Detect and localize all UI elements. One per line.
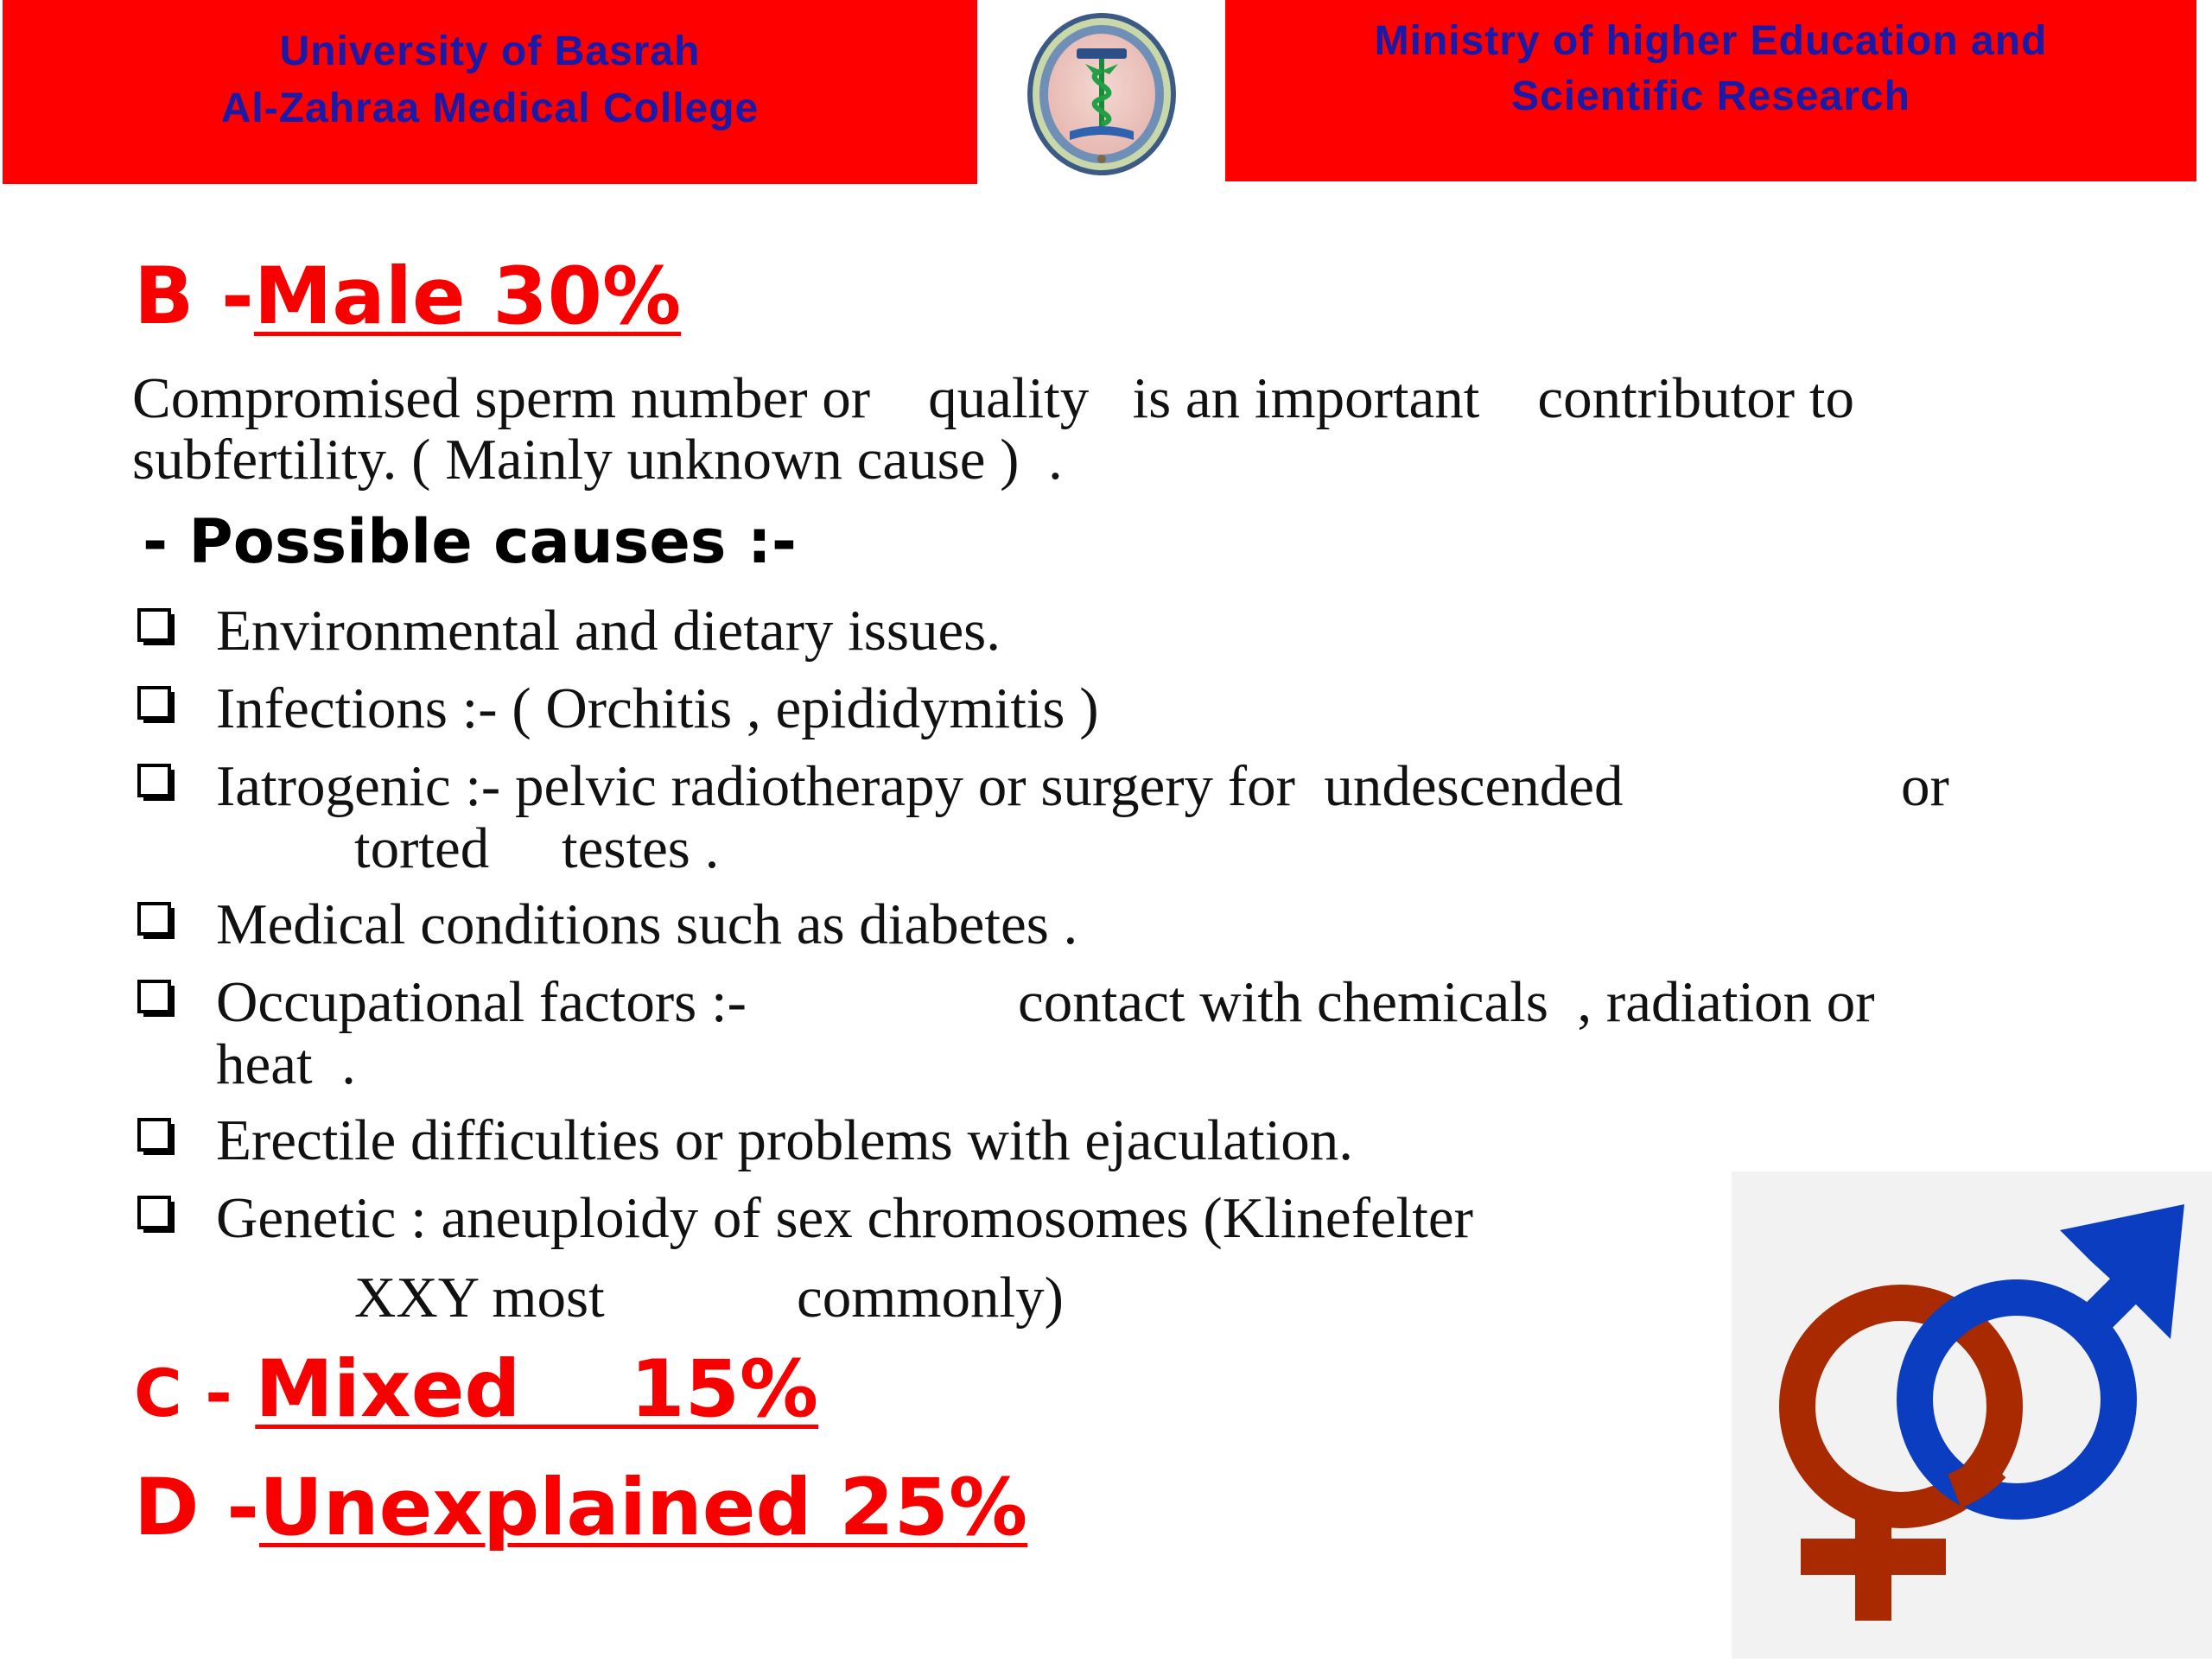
bullet-iatrogenic-cont: torted testes .	[354, 816, 720, 880]
section-b-prefix: B -	[134, 251, 254, 342]
header-banner-left: University of Basrah Al-Zahraa Medical C…	[3, 0, 977, 184]
bullet-occupational-cont: contact with chemicals , radiation or	[1018, 970, 1875, 1034]
bullet-erectile: Erectile difficulties or problems with e…	[216, 1108, 1354, 1172]
bullet-medical: Medical conditions such as diabetes .	[216, 892, 1078, 956]
intro-line-1: Compromised sperm number or quality is a…	[132, 366, 1854, 430]
header-banner-right: Ministry of higher Education and Scienti…	[1225, 0, 2196, 181]
section-d-title: Unexplained 25%	[259, 1463, 1028, 1553]
bullet-infections: Infections :- ( Orchitis , epididymitis …	[216, 676, 1099, 740]
intro-line-2: subfertility. ( Mainly unknown cause ) .	[132, 428, 1063, 492]
university-name: University of Basrah	[279, 29, 701, 74]
section-b-title: Male 30%	[253, 251, 682, 342]
checkbox-bullet-icon	[137, 1118, 175, 1155]
college-name: Al-Zahraa Medical College	[220, 86, 760, 131]
checkbox-bullet-icon	[137, 980, 175, 1017]
section-d-heading: D -Unexplained 25%	[134, 1469, 1027, 1547]
bullet-genetic-xxy: XXY most	[354, 1266, 605, 1330]
bullet-environmental: Environmental and dietary issues.	[216, 599, 1001, 663]
possible-causes-heading: - Possible causes :-	[143, 506, 797, 577]
checkbox-bullet-icon	[137, 686, 175, 723]
checkbox-bullet-icon	[137, 902, 175, 939]
checkbox-bullet-icon	[137, 608, 175, 645]
college-seal-icon	[1027, 13, 1176, 175]
bullet-iatrogenic: Iatrogenic :- pelvic radiotherapy or sur…	[216, 754, 1624, 818]
checkbox-bullet-icon	[137, 764, 175, 801]
checkbox-bullet-icon	[137, 1196, 175, 1233]
male-female-symbol-icon	[1732, 1171, 2212, 1659]
ministry-name-line2: Scientific Research	[1511, 73, 1910, 119]
section-c-title: Mixed 15%	[255, 1344, 819, 1435]
bullet-occupational-heat: heat .	[216, 1032, 356, 1096]
section-d-prefix: D -	[134, 1463, 259, 1553]
section-c-heading: C - Mixed 15%	[134, 1350, 818, 1429]
bullet-genetic-commonly: commonly)	[797, 1266, 1064, 1330]
bullet-genetic: Genetic : aneuploidy of sex chromosomes …	[216, 1186, 1473, 1250]
bullet-iatrogenic-or: or	[1901, 754, 1949, 818]
bullet-occupational: Occupational factors :-	[216, 970, 747, 1034]
ministry-name-line1: Ministry of higher Education and	[1374, 18, 2048, 64]
section-c-prefix: C -	[134, 1355, 256, 1431]
section-b-heading: B -Male 30%	[134, 257, 681, 336]
